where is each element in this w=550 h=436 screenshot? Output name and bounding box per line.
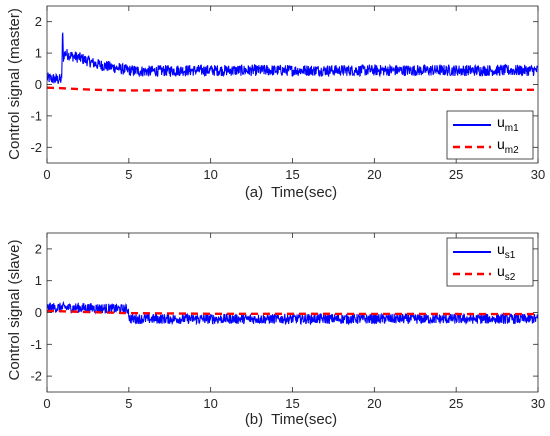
- legend-label-sub: s1: [505, 250, 516, 261]
- legend-box: [446, 110, 534, 160]
- y-tick-label: -2: [30, 369, 42, 384]
- x-tick-label: 20: [367, 396, 381, 411]
- legend-label-main: u: [497, 114, 505, 130]
- legend-label-sub: s2: [505, 272, 516, 283]
- x-axis-title: Time(sec): [271, 184, 337, 201]
- x-tick-label: 10: [203, 167, 217, 182]
- x-axis-label: (a) Time(sec): [245, 184, 337, 201]
- y-tick-label: 2: [35, 14, 42, 29]
- legend-label: us1: [497, 241, 516, 261]
- panel-letter: (b): [245, 411, 263, 428]
- y-axis-label: Control signal (slave): [6, 240, 23, 381]
- x-tick-label: 0: [43, 167, 50, 182]
- x-tick-label: 10: [203, 396, 217, 411]
- x-tick-label: 5: [125, 396, 132, 411]
- legend-label: um1: [497, 114, 519, 134]
- series-group: [47, 32, 538, 92]
- legend-label-sub: m1: [505, 123, 519, 134]
- chart-panel-master: Control signal (master) (a) Time(sec) 0 5…: [6, 5, 545, 201]
- y-tick-label: -1: [30, 337, 42, 352]
- panel-letter: (a): [245, 184, 263, 201]
- x-tick-label: 30: [531, 396, 545, 411]
- legend-label: us2: [497, 263, 516, 283]
- x-tick-label: 30: [531, 167, 545, 182]
- series-group: [47, 300, 538, 326]
- series-line-u-m1: [47, 32, 538, 85]
- legend-box: [446, 237, 534, 287]
- chart-panel-slave: Control signal (slave) (b) Time(sec) 0 5 1…: [6, 232, 545, 428]
- x-axis-title: Time(sec): [271, 411, 337, 428]
- y-tick-label: -1: [30, 108, 42, 123]
- x-tick-label: 20: [367, 167, 381, 182]
- x-tick-label: 5: [125, 167, 132, 182]
- x-tick-label: 15: [285, 396, 299, 411]
- x-tick-label: 25: [449, 396, 463, 411]
- y-tick-label: 0: [35, 305, 42, 320]
- y-tick-label: 1: [35, 46, 42, 61]
- x-tick-label: 0: [43, 396, 50, 411]
- legend-label-main: u: [497, 241, 505, 257]
- y-tick-label: 0: [35, 77, 42, 92]
- legend-label-main: u: [497, 136, 505, 152]
- y-tick-label: 1: [35, 273, 42, 288]
- x-axis-label: (b) Time(sec): [245, 411, 337, 428]
- x-tick-label: 25: [449, 167, 463, 182]
- y-tick-label: 2: [35, 241, 42, 256]
- legend-label: um2: [497, 136, 519, 156]
- y-tick-label: -2: [30, 140, 42, 155]
- y-axis-label: Control signal (master): [6, 8, 23, 160]
- series-line-u-s2: [47, 309, 538, 316]
- legend-label-main: u: [497, 263, 505, 279]
- legend-label-sub: m2: [505, 145, 519, 156]
- x-tick-label: 15: [285, 167, 299, 182]
- series-line-u-s1: [47, 300, 538, 326]
- series-line-u-m2: [47, 86, 538, 92]
